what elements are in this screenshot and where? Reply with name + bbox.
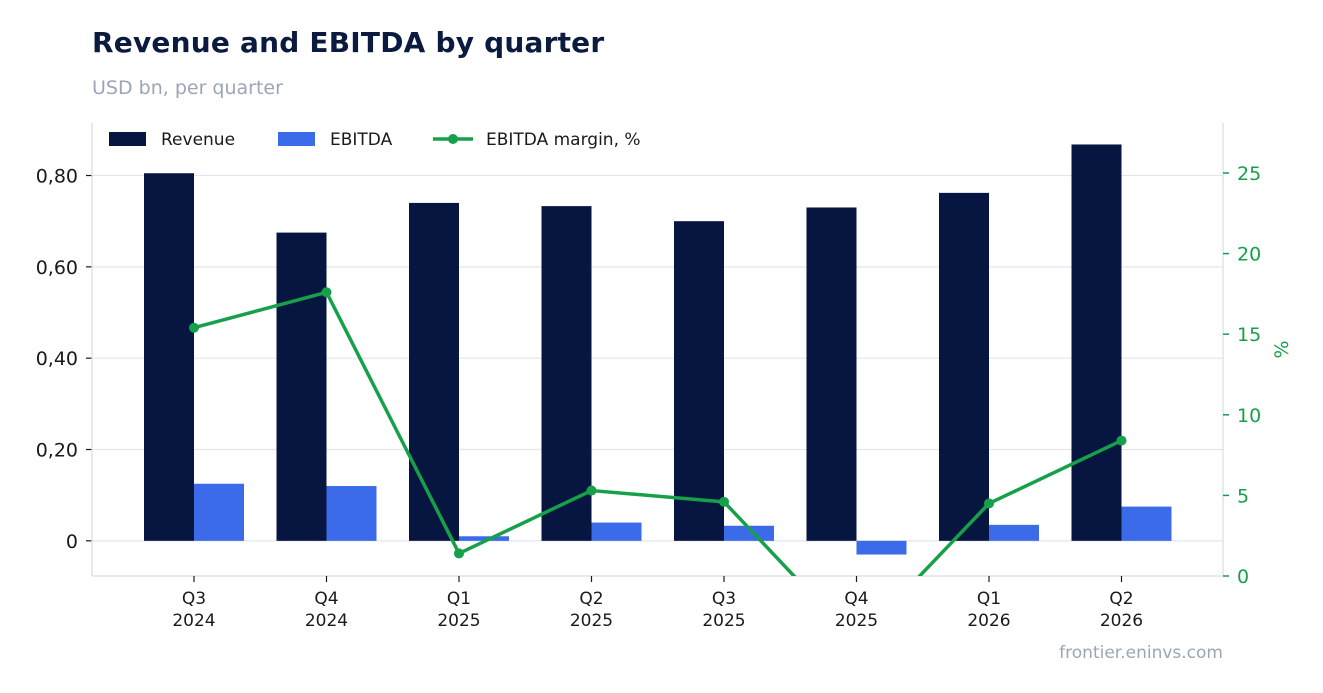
- ebitda-bar: [326, 486, 377, 541]
- x-tick-label-year: 2025: [835, 611, 878, 631]
- source-credit: frontier.eninvs.com: [1059, 643, 1223, 663]
- revenue-bar: [806, 207, 857, 541]
- legend-swatch-ebitda: [278, 132, 315, 146]
- y-right-tick-label: 15: [1237, 324, 1261, 346]
- chart-title: Revenue and EBITDA by quarter: [92, 26, 605, 59]
- margin-point: [1116, 435, 1127, 446]
- x-tick-label-year: 2025: [702, 611, 745, 631]
- margin-line: [193, 290, 1123, 576]
- legend-swatch-revenue: [109, 132, 146, 146]
- revenue-bar: [939, 192, 989, 541]
- margin-point: [189, 322, 199, 333]
- x-tick-label-year: 2026: [967, 611, 1010, 631]
- x-tick-label-quarter: Q2: [1109, 589, 1133, 609]
- legend-label-revenue: Revenue: [161, 130, 235, 150]
- y-right-axis-label: %: [1271, 340, 1293, 358]
- margin-point: [586, 485, 597, 496]
- ebitda-bar: [1121, 506, 1172, 541]
- ebitda-bar: [194, 483, 244, 541]
- x-tick-label-year: 2025: [437, 611, 480, 631]
- ebitda-bar: [724, 525, 774, 541]
- legend-label-margin: EBITDA margin, %: [486, 130, 641, 150]
- margin-point: [454, 548, 464, 559]
- y-left-tick-label: 0,40: [36, 348, 78, 370]
- legend-label-ebitda: EBITDA: [330, 130, 393, 150]
- revenue-bar: [409, 202, 459, 541]
- x-tick-label-quarter: Q1: [977, 589, 1001, 609]
- x-tick-label-quarter: Q4: [844, 589, 868, 609]
- x-tick-label-year: 2024: [172, 611, 215, 631]
- y-right-tick-label: 25: [1237, 163, 1261, 185]
- x-tick-label-year: 2025: [570, 611, 613, 631]
- y-right-tick-label: 5: [1237, 485, 1249, 507]
- margin-point: [719, 496, 729, 507]
- revenue-bar: [276, 232, 327, 541]
- ebitda-bar: [856, 540, 907, 555]
- revenue-bar: [1071, 144, 1122, 541]
- margin-point: [984, 498, 994, 509]
- chart-subtitle: USD bn, per quarter: [92, 77, 283, 99]
- margin-point: [321, 287, 332, 298]
- y-left-tick-label: 0: [66, 531, 78, 553]
- y-right-tick-label: 0: [1237, 566, 1249, 588]
- legend-swatch-margin-marker: [448, 134, 458, 144]
- x-tick-label-quarter: Q1: [447, 589, 471, 609]
- revenue-bar: [144, 173, 194, 541]
- y-left-tick-label: 0,20: [36, 440, 78, 462]
- x-tick-label-quarter: Q4: [314, 589, 338, 609]
- revenue-bar: [674, 221, 724, 541]
- ebitda-bar: [591, 522, 642, 541]
- y-right-tick-label: 10: [1237, 405, 1261, 427]
- ebitda-bar: [459, 536, 509, 541]
- x-tick-label-quarter: Q3: [712, 589, 736, 609]
- x-tick-label-quarter: Q2: [579, 589, 603, 609]
- y-right-tick-label: 20: [1237, 244, 1261, 266]
- ebitda-bar: [989, 524, 1039, 541]
- x-tick-label-quarter: Q3: [182, 589, 206, 609]
- revenue-bar: [541, 206, 592, 541]
- x-tick-label-year: 2026: [1100, 611, 1143, 631]
- x-tick-label-year: 2024: [305, 611, 348, 631]
- y-left-tick-label: 0,80: [36, 166, 78, 188]
- y-left-tick-label: 0,60: [36, 257, 78, 279]
